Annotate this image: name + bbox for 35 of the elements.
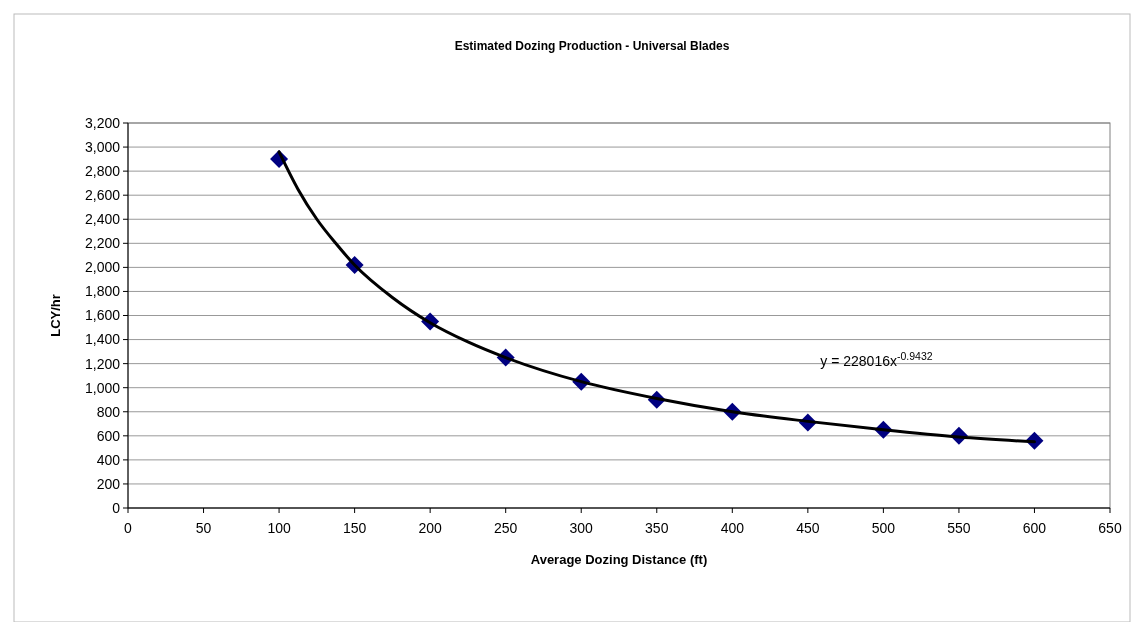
x-tick-label: 600 xyxy=(1022,520,1047,536)
y-tick-label: 2,000 xyxy=(84,259,121,276)
x-tick-label: 450 xyxy=(796,520,820,536)
x-tick-label: 200 xyxy=(418,520,443,536)
y-tick-label: 2,800 xyxy=(84,163,121,180)
y-tick-label: 2,200 xyxy=(84,235,121,252)
y-tick-label: 2,600 xyxy=(84,187,121,204)
x-tick-label: 50 xyxy=(195,520,212,536)
x-tick-label: 300 xyxy=(569,520,594,536)
y-tick-label: 400 xyxy=(96,451,121,468)
x-tick-label: 250 xyxy=(494,520,518,536)
y-tick-label: 1,600 xyxy=(84,307,121,324)
x-axis-title: Average Dozing Distance (ft) xyxy=(530,552,708,567)
chart-title: Estimated Dozing Production - Universal Blades xyxy=(454,39,730,53)
x-tick-label: 150 xyxy=(342,520,367,536)
x-tick-label: 350 xyxy=(645,520,669,536)
y-tick-label: 0 xyxy=(112,499,121,516)
y-tick-label: 3,200 xyxy=(84,114,121,131)
annotation: y = 228016x$^{-0.9432}$ xyxy=(820,349,933,369)
y-tick-label: 3,000 xyxy=(84,138,121,155)
y-tick-label: 1,000 xyxy=(84,379,121,396)
y-tick-label: 2,400 xyxy=(84,211,121,228)
y-tick-label: 1,800 xyxy=(84,283,121,300)
x-tick-label: 0 xyxy=(124,520,133,536)
y-tick-label: 1,200 xyxy=(84,355,121,372)
x-tick-label: 400 xyxy=(720,520,745,536)
y-tick-label: 1,400 xyxy=(84,331,121,348)
y-tick-label: 200 xyxy=(96,475,121,492)
y-axis-title: LCY/hr xyxy=(48,294,63,337)
x-tick-label: 650 xyxy=(1098,520,1122,536)
x-tick-label: 550 xyxy=(947,520,971,536)
y-tick-label: 600 xyxy=(96,427,121,444)
x-tick-label: 500 xyxy=(871,520,896,536)
x-tick-label: 100 xyxy=(267,520,291,536)
y-tick-label: 800 xyxy=(96,403,121,420)
